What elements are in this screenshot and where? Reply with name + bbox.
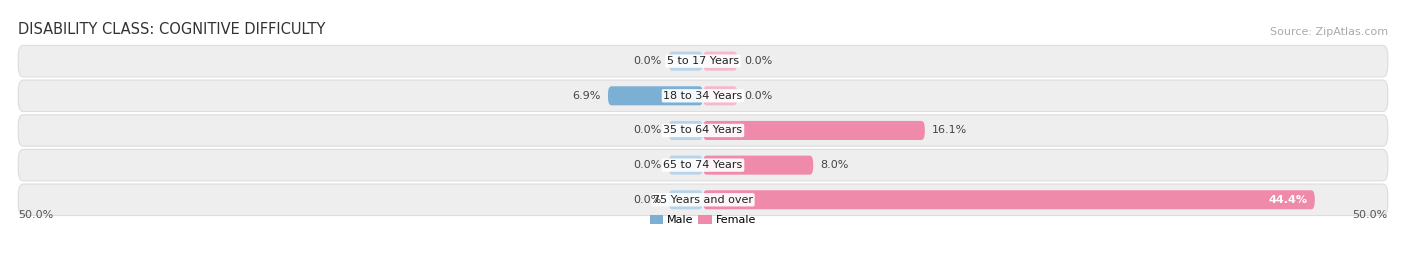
Text: 0.0%: 0.0%: [744, 56, 772, 66]
Text: 44.4%: 44.4%: [1268, 195, 1308, 205]
Text: DISABILITY CLASS: COGNITIVE DIFFICULTY: DISABILITY CLASS: COGNITIVE DIFFICULTY: [18, 22, 326, 37]
Text: 0.0%: 0.0%: [744, 91, 772, 101]
Text: 35 to 64 Years: 35 to 64 Years: [664, 125, 742, 136]
FancyBboxPatch shape: [18, 184, 1388, 215]
FancyBboxPatch shape: [703, 190, 1315, 209]
FancyBboxPatch shape: [607, 86, 703, 105]
FancyBboxPatch shape: [669, 155, 703, 175]
FancyBboxPatch shape: [669, 52, 703, 71]
Text: 16.1%: 16.1%: [932, 125, 967, 136]
Text: 6.9%: 6.9%: [572, 91, 600, 101]
Text: Source: ZipAtlas.com: Source: ZipAtlas.com: [1270, 27, 1388, 37]
FancyBboxPatch shape: [18, 45, 1388, 77]
FancyBboxPatch shape: [18, 115, 1388, 146]
FancyBboxPatch shape: [669, 121, 703, 140]
Text: 5 to 17 Years: 5 to 17 Years: [666, 56, 740, 66]
FancyBboxPatch shape: [18, 149, 1388, 181]
Text: 0.0%: 0.0%: [634, 160, 662, 170]
Text: 75 Years and over: 75 Years and over: [652, 195, 754, 205]
Text: 0.0%: 0.0%: [634, 125, 662, 136]
Text: 65 to 74 Years: 65 to 74 Years: [664, 160, 742, 170]
Text: 18 to 34 Years: 18 to 34 Years: [664, 91, 742, 101]
Text: 0.0%: 0.0%: [634, 56, 662, 66]
FancyBboxPatch shape: [703, 121, 925, 140]
FancyBboxPatch shape: [703, 52, 738, 71]
FancyBboxPatch shape: [703, 86, 738, 105]
Text: 8.0%: 8.0%: [820, 160, 848, 170]
FancyBboxPatch shape: [18, 80, 1388, 112]
Legend: Male, Female: Male, Female: [645, 210, 761, 229]
Text: 0.0%: 0.0%: [634, 195, 662, 205]
FancyBboxPatch shape: [669, 190, 703, 209]
Text: 50.0%: 50.0%: [18, 210, 53, 220]
Text: 50.0%: 50.0%: [1353, 210, 1388, 220]
FancyBboxPatch shape: [703, 155, 813, 175]
